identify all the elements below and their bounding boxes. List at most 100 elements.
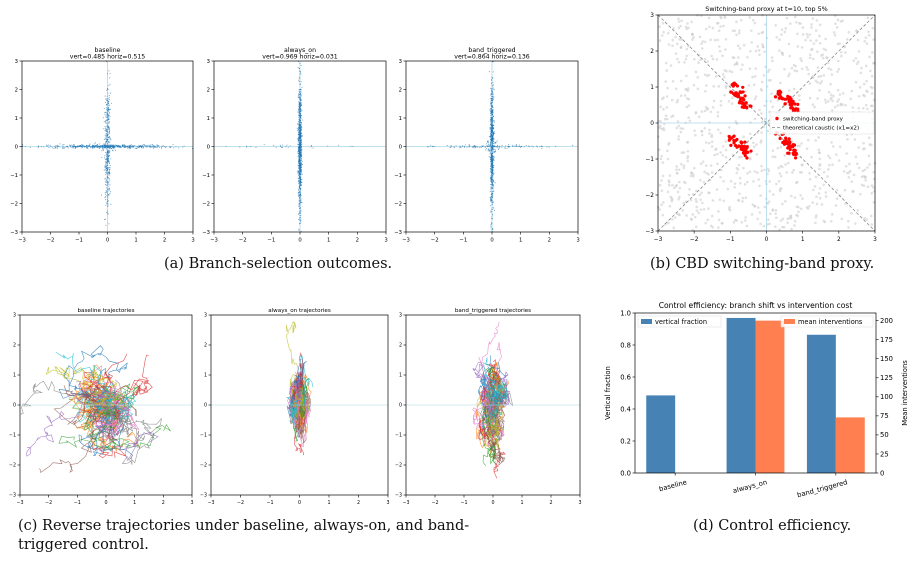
- background-point: [796, 45, 800, 48]
- scatter-point: [106, 199, 108, 201]
- background-point: [668, 174, 672, 177]
- scatter-point: [298, 132, 300, 134]
- scatter-point: [300, 115, 302, 117]
- background-point: [854, 155, 858, 159]
- scatter-point: [491, 175, 493, 177]
- scatter-point: [512, 144, 514, 147]
- background-point: [716, 38, 720, 42]
- background-point: [734, 120, 738, 123]
- scatter-point: [298, 194, 300, 196]
- background-point: [677, 20, 681, 23]
- background-point: [799, 194, 802, 197]
- background-point: [679, 162, 683, 166]
- background-point: [787, 89, 791, 92]
- scatter-point: [491, 147, 493, 149]
- background-point: [837, 159, 841, 162]
- band-point: [742, 102, 746, 107]
- background-point: [811, 57, 815, 61]
- background-point: [871, 51, 874, 54]
- background-point: [678, 195, 681, 199]
- scatter-point: [106, 142, 108, 144]
- scatter-point: [105, 151, 107, 154]
- scatter-point: [449, 146, 451, 148]
- scatter-point: [109, 147, 111, 150]
- y-tick-label: 2: [204, 343, 207, 349]
- scatter-point: [430, 145, 432, 147]
- scatter-point: [106, 192, 108, 194]
- scatter-point: [127, 147, 129, 149]
- scatter-point: [107, 213, 109, 215]
- background-point: [816, 97, 819, 100]
- background-point: [778, 38, 781, 41]
- scatter-point: [490, 122, 493, 124]
- scatter-point: [109, 137, 111, 139]
- background-point: [857, 106, 861, 110]
- scatter-point: [489, 110, 491, 112]
- scatter-point: [298, 203, 300, 205]
- trajectory: [58, 365, 104, 408]
- background-point: [699, 198, 702, 201]
- scatter-point: [489, 144, 491, 146]
- background-point: [820, 80, 824, 83]
- background-point: [870, 184, 874, 187]
- background-point: [749, 132, 752, 136]
- scatter-point: [104, 177, 106, 179]
- x-tick-label: 0: [298, 500, 301, 506]
- subplot-stats: vert=0.485 horiz=0.515: [70, 54, 145, 61]
- background-point: [793, 196, 797, 199]
- scatter-point: [108, 150, 110, 152]
- background-point: [828, 156, 832, 160]
- background-point: [866, 16, 870, 20]
- background-point: [710, 171, 714, 174]
- scatter-point: [104, 145, 106, 147]
- scatter-point: [80, 145, 82, 148]
- background-point: [733, 218, 737, 222]
- scatter-point: [298, 166, 300, 168]
- background-point: [677, 138, 680, 141]
- scatter-point: [490, 160, 493, 162]
- y2-tick-label: 200: [880, 317, 893, 325]
- scatter-point: [299, 161, 302, 163]
- background-point: [741, 200, 744, 203]
- scatter-point: [492, 202, 494, 204]
- background-point: [722, 199, 726, 203]
- scatter-point: [491, 125, 493, 127]
- background-point: [847, 176, 851, 179]
- scatter-point: [106, 130, 108, 132]
- background-point: [839, 20, 843, 23]
- background-point: [713, 38, 717, 42]
- scatter-point: [157, 145, 159, 147]
- background-point: [724, 37, 728, 41]
- scatter-point: [105, 115, 107, 117]
- scatter-point: [164, 145, 166, 148]
- x-tick-label: −3: [402, 237, 410, 243]
- scatter-point: [490, 114, 492, 116]
- scatter-point: [107, 123, 109, 125]
- scatter-point: [491, 228, 493, 231]
- scatter-point: [71, 145, 74, 147]
- background-point: [686, 159, 690, 163]
- scatter-point: [489, 196, 491, 198]
- background-point: [762, 125, 765, 128]
- scatter-point: [492, 88, 494, 90]
- scatter-point: [338, 144, 340, 146]
- scatter-point: [459, 145, 461, 147]
- background-point: [720, 221, 724, 225]
- background-point: [868, 163, 871, 166]
- background-point: [818, 163, 822, 166]
- scatter-point: [105, 119, 107, 122]
- scatter-point: [107, 168, 109, 170]
- background-point: [827, 90, 831, 94]
- scatter-point: [491, 200, 493, 202]
- scatter-point: [107, 185, 109, 187]
- scatter-point: [105, 161, 107, 163]
- background-point: [687, 44, 690, 48]
- background-point: [825, 56, 828, 59]
- background-point: [660, 203, 663, 207]
- scatter-point: [66, 146, 68, 148]
- scatter-point: [105, 204, 107, 206]
- scatter-point: [491, 181, 493, 183]
- scatter-point: [299, 196, 301, 198]
- scatter-point: [108, 157, 110, 159]
- scatter-point: [109, 193, 111, 195]
